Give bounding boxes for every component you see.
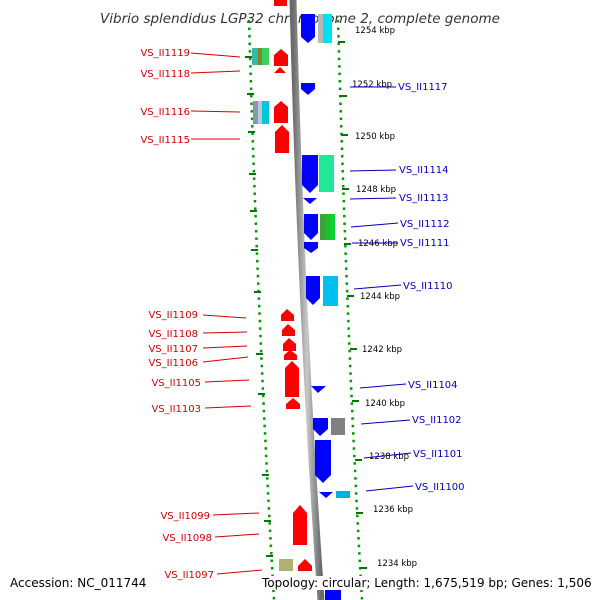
- gene-label[interactable]: VS_II1106: [148, 358, 198, 369]
- gene-arrow-forward[interactable]: [298, 559, 312, 571]
- tick-labels: 1254 kbp 1252 kbp 1250 kbp 1248 kbp 1246…: [352, 26, 417, 569]
- tick-label: 1252 kbp: [352, 80, 392, 90]
- gene-arrow-forward[interactable]: [293, 505, 307, 545]
- tick-label: 1246 kbp: [358, 239, 398, 249]
- gene-label[interactable]: VS_II1108: [148, 329, 198, 340]
- gene-arrow-reverse[interactable]: [303, 198, 317, 204]
- gene-arrow-forward[interactable]: [283, 338, 296, 351]
- tick-label: 1242 kbp: [362, 345, 402, 355]
- gene-label[interactable]: VS_II1098: [162, 533, 212, 544]
- gene-label[interactable]: VS_II1105: [151, 378, 201, 389]
- map-title: Vibrio splendidus LGP32 chromosome 2, co…: [100, 11, 500, 27]
- gene-label[interactable]: VS_II1107: [148, 344, 198, 355]
- gene-label[interactable]: VS_II1101: [413, 449, 463, 460]
- domain-block: [318, 14, 323, 43]
- gene-arrow-reverse[interactable]: [304, 214, 318, 240]
- gene-label[interactable]: VS_II1099: [160, 511, 210, 522]
- gene-label[interactable]: VS_II1109: [148, 310, 198, 321]
- domain-blocks: [252, 14, 350, 571]
- gene-label[interactable]: VS_II1110: [403, 281, 453, 292]
- gene-arrow-forward[interactable]: [285, 361, 299, 397]
- gene-arrow-forward[interactable]: [284, 350, 297, 360]
- tick-label: 1234 kbp: [377, 559, 417, 569]
- accession-label: Accession: NC_011744: [10, 576, 147, 590]
- domain-block: [323, 14, 332, 43]
- gene-arrow-reverse[interactable]: [313, 418, 328, 436]
- gene-arrow-forward[interactable]: [282, 324, 295, 336]
- gene-arrow-reverse[interactable]: [301, 14, 315, 43]
- gene-label[interactable]: VS_II1115: [140, 135, 190, 146]
- gene-arrow-reverse[interactable]: [302, 155, 318, 193]
- chromosome-backbone: [289, 0, 325, 600]
- gene-label[interactable]: VS_II1119: [140, 48, 190, 59]
- domain-block: [325, 214, 330, 240]
- gene-label[interactable]: VS_II1111: [400, 238, 450, 249]
- gene-arrow-reverse[interactable]: [304, 242, 318, 253]
- gene-label[interactable]: VS_II1118: [140, 69, 190, 80]
- tick-label: 1248 kbp: [356, 185, 396, 195]
- domain-block: [253, 101, 258, 124]
- forward-strand-genes: [274, 0, 312, 571]
- domain-block: [320, 214, 325, 240]
- gene-labels-right: VS_II1117 VS_II1114 VS_II1113 VS_II1112 …: [398, 82, 465, 493]
- domain-block: [262, 48, 269, 65]
- gene-arrow-reverse[interactable]: [301, 83, 315, 95]
- domain-block: [262, 101, 269, 124]
- gene-arrow-reverse[interactable]: [315, 440, 331, 483]
- gene-arrow-reverse[interactable]: [325, 588, 341, 600]
- domain-block: [323, 276, 338, 306]
- gene-label[interactable]: VS_II1104: [408, 380, 458, 391]
- domain-block: [258, 48, 262, 65]
- gene-arrow-reverse[interactable]: [319, 492, 333, 498]
- gene-label[interactable]: VS_II1102: [412, 415, 462, 426]
- tick-label: 1236 kbp: [373, 505, 413, 515]
- gene-label[interactable]: VS_II1112: [400, 219, 450, 230]
- gene-label[interactable]: VS_II1103: [151, 404, 201, 415]
- domain-block: [331, 418, 345, 435]
- gene-label[interactable]: VS_II1116: [140, 107, 190, 118]
- gene-arrow-reverse[interactable]: [306, 276, 320, 305]
- gene-arrow-forward[interactable]: [275, 125, 289, 153]
- gene-labels-left: VS_II1119 VS_II1118 VS_II1116 VS_II1115 …: [140, 48, 214, 581]
- domain-block: [336, 491, 350, 498]
- domain-block: [258, 101, 262, 124]
- gene-arrow-forward[interactable]: [274, 0, 287, 6]
- gene-arrow-reverse[interactable]: [311, 386, 326, 393]
- gene-arrow-forward[interactable]: [281, 309, 294, 321]
- label-leader-lines-right: [349, 86, 414, 492]
- gene-label[interactable]: VS_II1100: [415, 482, 465, 493]
- tick-label: 1254 kbp: [355, 26, 395, 36]
- domain-block: [330, 214, 335, 240]
- tick-label: 1240 kbp: [365, 399, 405, 409]
- tick-label: 1244 kbp: [360, 292, 400, 302]
- gene-arrow-forward[interactable]: [274, 101, 288, 123]
- tick-label: 1238 kbp: [369, 452, 409, 462]
- tick-marks: [245, 41, 367, 569]
- gene-arrow-forward[interactable]: [286, 398, 300, 409]
- label-leader-lines-left: [190, 52, 263, 575]
- reverse-strand-genes: [301, 14, 341, 600]
- gene-label[interactable]: VS_II1114: [399, 165, 449, 176]
- tick-label: 1250 kbp: [355, 132, 395, 142]
- gene-arrow-forward[interactable]: [274, 49, 288, 66]
- domain-block: [279, 559, 293, 571]
- gene-label[interactable]: VS_II1117: [398, 82, 448, 93]
- gene-arrow-forward[interactable]: [274, 67, 286, 73]
- gene-label[interactable]: VS_II1113: [399, 193, 449, 204]
- gene-label[interactable]: VS_II1097: [164, 570, 214, 581]
- domain-block: [252, 48, 258, 65]
- topology-summary: Topology: circular; Length: 1,675,519 bp…: [262, 576, 592, 590]
- domain-block: [319, 155, 334, 192]
